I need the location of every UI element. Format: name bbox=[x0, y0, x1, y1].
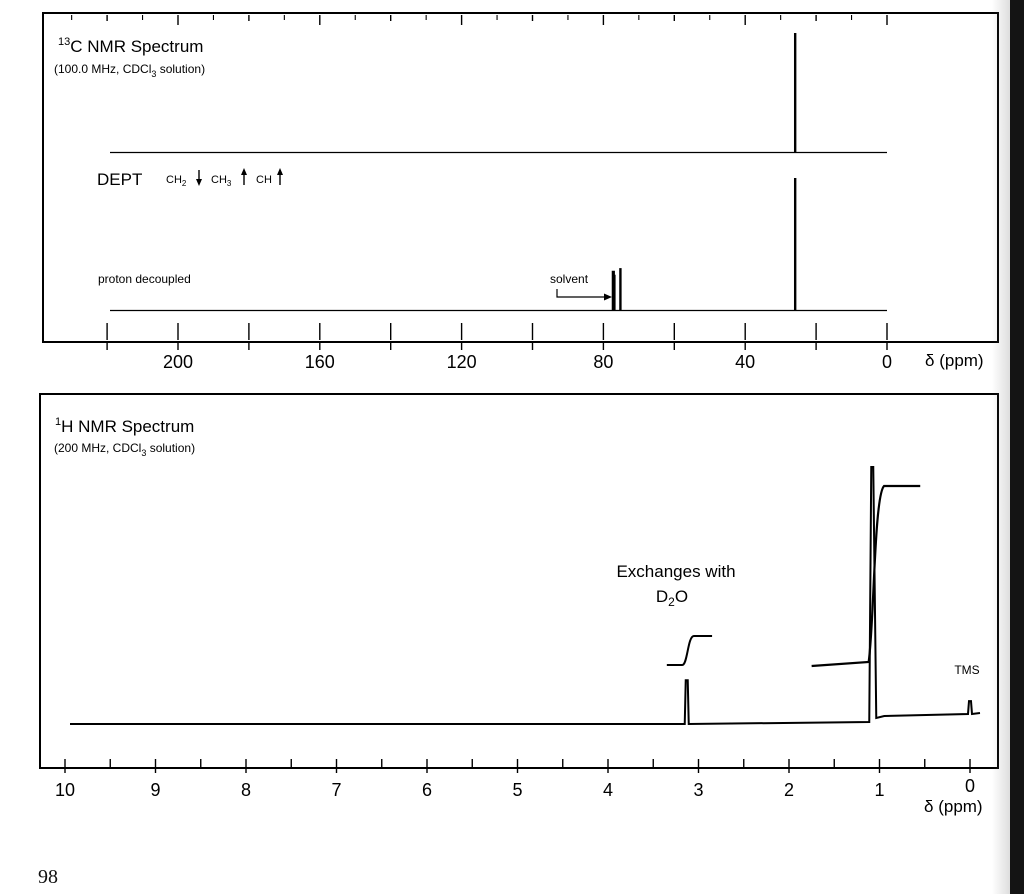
h1-tick-label: 1 bbox=[874, 780, 884, 800]
c13-title: 13C NMR Spectrum bbox=[58, 36, 203, 56]
c13-tick-label: 40 bbox=[735, 352, 755, 372]
c13-tick-label: 80 bbox=[593, 352, 613, 372]
h1-tick-label: 5 bbox=[512, 780, 522, 800]
h1-integral-alkyl bbox=[811, 484, 921, 668]
page-number: 98 bbox=[38, 866, 58, 888]
c13-axis-label: δ (ppm) bbox=[925, 351, 984, 370]
h1-ticks bbox=[64, 759, 971, 773]
h1-tick-labels: 10 9 8 7 6 5 4 3 2 1 0 bbox=[55, 776, 975, 800]
h1-tick-label: 6 bbox=[422, 780, 432, 800]
h1-tick-label: 0 bbox=[965, 776, 975, 796]
c13-axis-delta: δ bbox=[925, 351, 934, 370]
c13-tick-label: 120 bbox=[447, 352, 477, 372]
c13-axis-unit: (ppm) bbox=[939, 351, 983, 370]
h1-axis-unit: (ppm) bbox=[938, 797, 982, 816]
h1-tick-label: 7 bbox=[331, 780, 341, 800]
c13-title-superscript: 13 bbox=[58, 36, 70, 48]
solvent-label: solvent bbox=[550, 272, 589, 286]
dept-legend-label: CH2 bbox=[166, 174, 187, 188]
solvent-arrow bbox=[556, 289, 606, 298]
dept-legend-label: CH bbox=[256, 174, 272, 186]
h1-subtitle: (200 MHz, CDCl3 solution) bbox=[54, 441, 195, 458]
c13-frame bbox=[42, 12, 999, 343]
h1-panel: 1H NMR Spectrum (200 MHz, CDCl3 solution… bbox=[39, 393, 999, 816]
h1-integral-oh bbox=[666, 635, 713, 666]
decoupled-label: proton decoupled bbox=[98, 272, 191, 286]
dept-legend-arrowhead bbox=[277, 168, 283, 175]
h1-frame bbox=[39, 393, 999, 769]
h1-tick-label: 10 bbox=[55, 780, 75, 800]
h1-tick-label: 9 bbox=[150, 780, 160, 800]
scan-edge-strip bbox=[1010, 0, 1024, 894]
dept-legend-arrowhead bbox=[241, 168, 247, 175]
dept-legend: CH2 CH3 CH bbox=[166, 168, 283, 188]
c13-tick-label: 200 bbox=[163, 352, 193, 372]
dept-legend-label: CH3 bbox=[211, 174, 232, 188]
h1-trace bbox=[70, 466, 981, 726]
decoupled-peaks bbox=[611, 178, 797, 311]
h1-tick-label: 3 bbox=[693, 780, 703, 800]
c13-panel: 13C NMR Spectrum (100.0 MHz, CDCl3 solut… bbox=[42, 12, 999, 372]
h1-title-text: H NMR Spectrum bbox=[61, 417, 194, 436]
h1-tick-label: 4 bbox=[603, 780, 613, 800]
c13-ticks bbox=[71, 15, 888, 350]
c13-title-text: C NMR Spectrum bbox=[70, 37, 203, 56]
c13-tick-labels: 200 160 120 80 40 0 bbox=[163, 352, 892, 372]
h1-axis-delta: δ bbox=[924, 797, 933, 816]
scan-edge-shadow bbox=[992, 0, 1010, 894]
exchange-note-line1: Exchanges with bbox=[616, 562, 735, 581]
h1-tick-label: 2 bbox=[784, 780, 794, 800]
h1-tick-label: 8 bbox=[241, 780, 251, 800]
c13-tick-label: 160 bbox=[305, 352, 335, 372]
h1-title-superscript: 1 bbox=[55, 416, 61, 428]
solvent-arrowhead bbox=[604, 293, 612, 301]
c13-subtitle: (100.0 MHz, CDCl3 solution) bbox=[54, 62, 205, 79]
h1-axis-label: δ (ppm) bbox=[924, 797, 983, 816]
dept-legend-arrowhead bbox=[196, 179, 202, 186]
h1-title: 1H NMR Spectrum bbox=[55, 416, 194, 436]
tms-label: TMS bbox=[954, 663, 979, 677]
c13-tick-label: 0 bbox=[882, 352, 892, 372]
dept-label: DEPT bbox=[97, 170, 142, 189]
exchange-note-line2: D2O bbox=[656, 587, 688, 609]
